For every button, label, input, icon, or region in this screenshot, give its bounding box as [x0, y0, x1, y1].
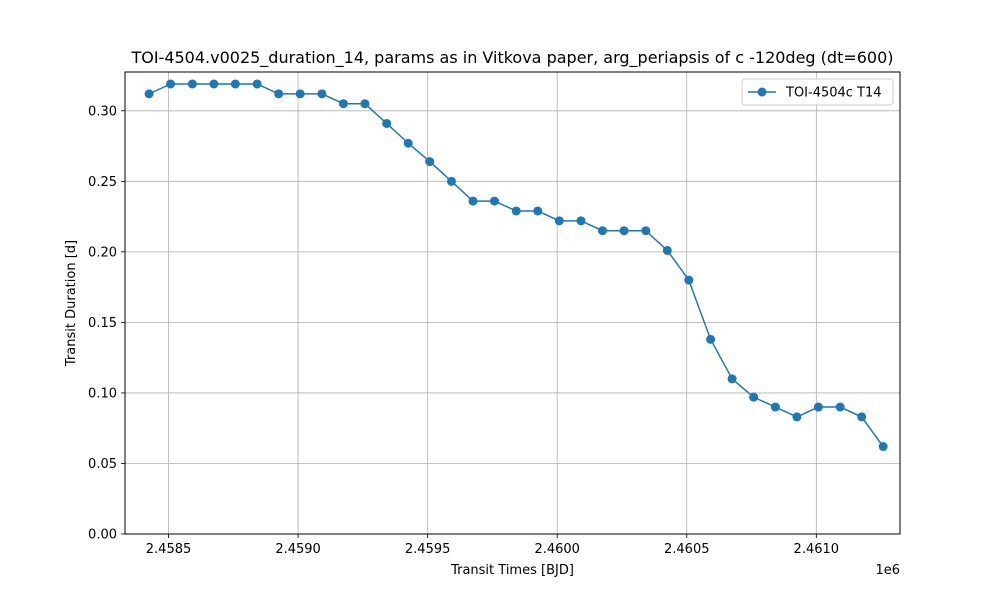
data-point [338, 99, 348, 109]
legend-box [741, 78, 894, 106]
x-axis-label: Transit Times [BJD] [450, 563, 574, 578]
x-tick-label: 2.4590 [275, 542, 321, 557]
data-point [835, 402, 845, 412]
data-point [706, 334, 716, 344]
data-point [209, 79, 219, 89]
data-point [770, 402, 780, 412]
data-point [360, 99, 370, 109]
data-point [554, 216, 564, 226]
data-point [749, 392, 759, 402]
data-point [317, 89, 327, 99]
y-axis-label: Transit Duration [d] [64, 240, 79, 367]
data-point [489, 196, 499, 206]
data-point [533, 206, 543, 216]
data-point [252, 79, 262, 89]
plot-frame [124, 71, 901, 535]
x-tick-label: 2.4605 [664, 542, 710, 557]
legend: TOI-4504c T14 [741, 78, 894, 106]
y-tick-label: 0.00 [88, 528, 117, 543]
data-point [813, 402, 823, 412]
data-point [619, 226, 629, 236]
data-point [598, 226, 608, 236]
data-point [144, 89, 154, 99]
data-point [187, 79, 197, 89]
y-tick-label: 0.30 [88, 104, 117, 119]
data-point [662, 245, 672, 255]
x-tick-label: 2.4585 [146, 542, 192, 557]
data-point [446, 176, 456, 186]
y-tick-label: 0.20 [88, 245, 117, 260]
y-tick-label: 0.05 [88, 457, 117, 472]
legend-label: TOI-4504c T14 [785, 86, 882, 101]
x-tick-label: 2.4600 [534, 542, 580, 557]
chart-title: TOI-4504.v0025_duration_14, params as in… [130, 48, 893, 68]
data-point [727, 374, 737, 384]
data-point [468, 196, 478, 206]
data-point [792, 412, 802, 422]
data-point [511, 206, 521, 216]
x-tick-label: 2.4595 [405, 542, 451, 557]
y-tick-label: 0.10 [88, 386, 117, 401]
data-point [576, 216, 586, 226]
ticks: 2.4585 2.4590 2.4595 2.4600 2.4605 2.4610 0.00… [88, 104, 839, 557]
data-point [166, 79, 176, 89]
data-point [641, 226, 651, 236]
data-point [230, 79, 240, 89]
grid [125, 72, 900, 535]
x-axis-offset-label: 1e6 [875, 563, 900, 578]
data-point [403, 138, 413, 148]
series-line [148, 83, 884, 447]
data-point [382, 118, 392, 128]
series-layer [144, 79, 888, 452]
data-point [878, 442, 888, 452]
data-point [274, 89, 284, 99]
x-tick-label: 2.4610 [794, 542, 840, 557]
legend-marker-sample [757, 87, 767, 97]
data-point [684, 275, 694, 285]
y-tick-label: 0.25 [88, 175, 117, 190]
data-point [295, 89, 305, 99]
y-tick-label: 0.15 [88, 316, 117, 331]
data-point [425, 157, 435, 167]
data-point [857, 412, 867, 422]
